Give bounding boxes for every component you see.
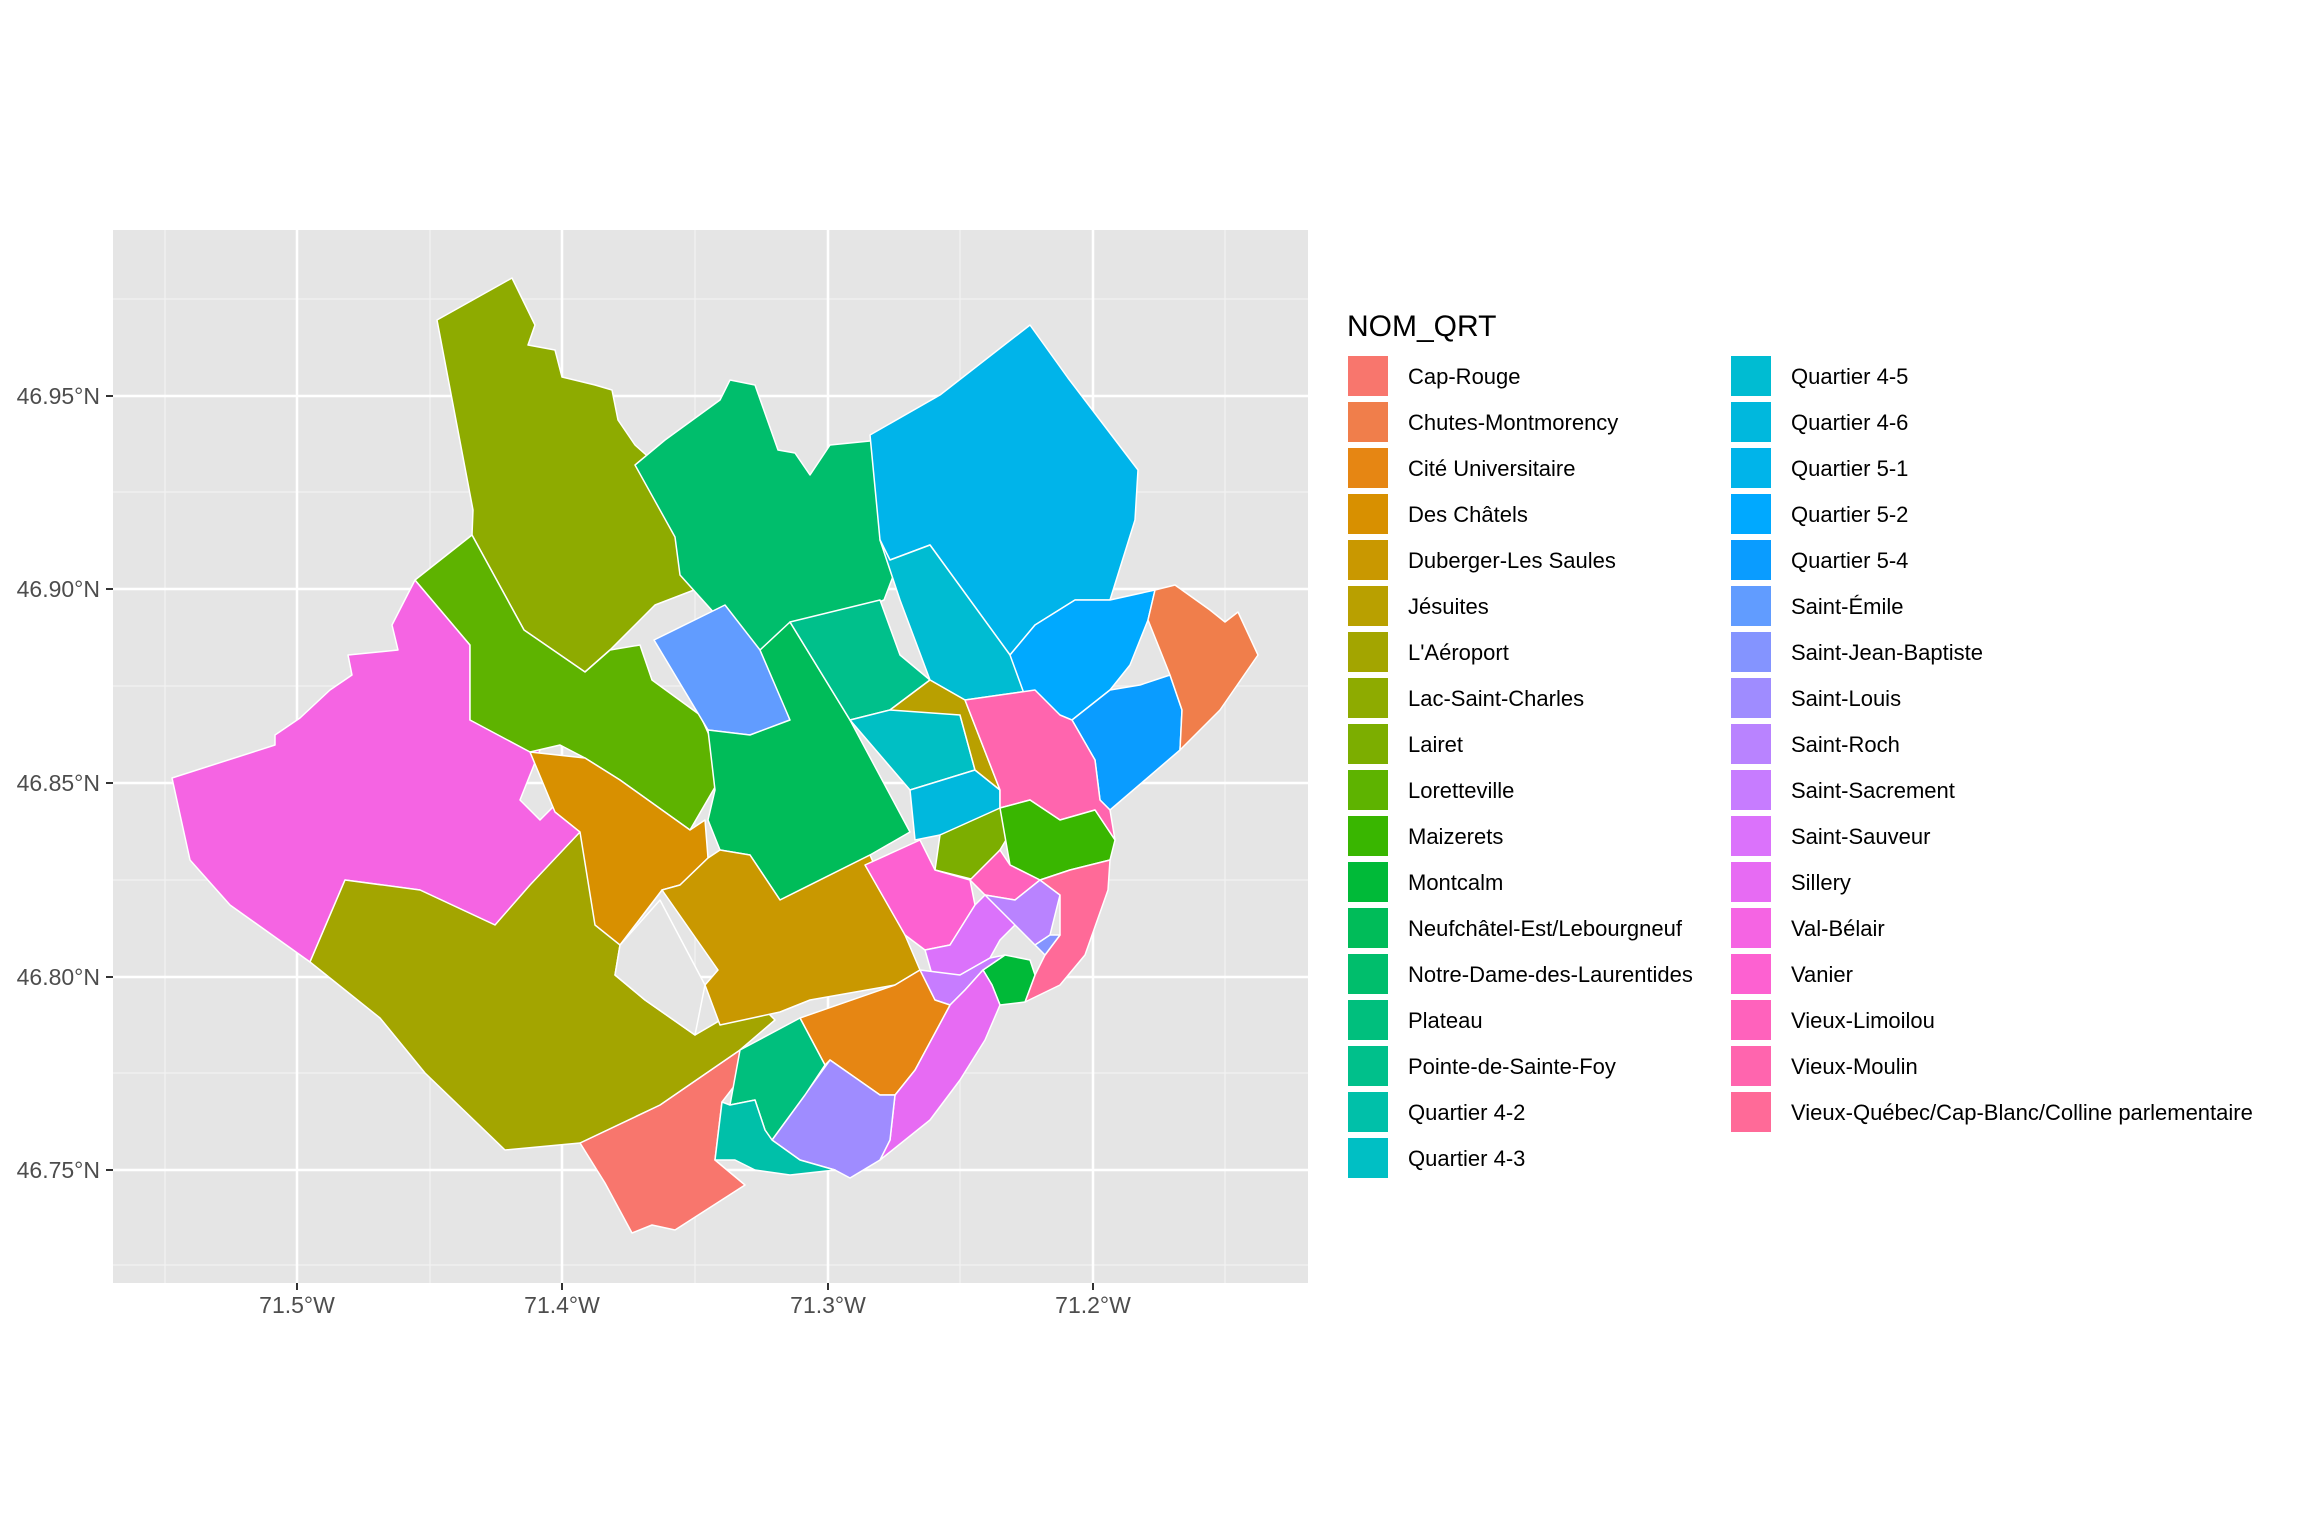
legend-label: Plateau [1408, 1008, 1483, 1033]
legend-label: Saint-Louis [1791, 686, 1902, 711]
legend-key-swatch [1730, 999, 1772, 1041]
y-tick-label-4675: 46.75°N [17, 1157, 100, 1183]
region-quartier-4-2 [714, 1099, 836, 1176]
legend-label: Cap-Rouge [1408, 364, 1521, 389]
legend-label: Lairet [1408, 732, 1464, 757]
legend-label: Jésuites [1408, 594, 1489, 619]
legend-label: Quartier 5-1 [1791, 456, 1909, 481]
legend-label: Saint-Sauveur [1791, 824, 1931, 849]
legend-label: Lac-Saint-Charles [1408, 686, 1585, 711]
legend-label: Val-Bélair [1791, 916, 1885, 941]
legend-label: Quartier 4-2 [1408, 1100, 1526, 1125]
legend-key-swatch [1730, 585, 1772, 627]
legend-key-swatch [1347, 447, 1389, 489]
legend-key-swatch [1730, 723, 1772, 765]
legend-label: Neufchâtel-Est/Lebourgneuf [1408, 916, 1682, 941]
legend-key-swatch [1347, 999, 1389, 1041]
legend-label: Duberger-Les Saules [1408, 548, 1616, 573]
legend-label: Montcalm [1408, 870, 1504, 895]
legend-label: Maizerets [1408, 824, 1504, 849]
region-saint-roch [984, 879, 1061, 946]
legend-key-swatch [1730, 1091, 1772, 1133]
y-tick-label-4680: 46.80°N [17, 964, 100, 990]
y-tick-label-4685: 46.85°N [17, 770, 100, 796]
legend-key-swatch [1347, 815, 1389, 857]
region-duberger-les-saules [661, 849, 921, 1026]
legend-key-swatch [1730, 1045, 1772, 1087]
x-tick-label-714: 71.4°W [524, 1292, 600, 1318]
legend-key-swatch [1347, 401, 1389, 443]
legend-key-swatch [1730, 631, 1772, 673]
legend-key-swatch [1730, 493, 1772, 535]
legend-key-swatch [1347, 953, 1389, 995]
region-saint-jean-baptiste [1034, 934, 1061, 956]
legend-key-swatch [1347, 539, 1389, 581]
legend-key-swatch [1730, 677, 1772, 719]
region-neufchatel-est-lebourgneuf [707, 621, 911, 901]
legend-label: Cité Universitaire [1408, 456, 1576, 481]
legend-key-swatch [1347, 1045, 1389, 1087]
legend-key-swatch [1347, 1091, 1389, 1133]
legend-key-swatch [1730, 769, 1772, 811]
region-chutes-montmorency [1147, 584, 1259, 751]
legend-label: Chutes-Montmorency [1408, 410, 1619, 435]
legend-label: Vieux-Québec/Cap-Blanc/Colline parlement… [1791, 1100, 2253, 1125]
y-tick-label-4690: 46.90°N [17, 576, 100, 602]
legend-title: NOM_QRT [1347, 310, 1497, 343]
region-duberger-hole [614, 899, 706, 1036]
legend-key-swatch [1730, 355, 1772, 397]
legend-label: Loretteville [1408, 778, 1515, 803]
legend-key-swatch [1347, 493, 1389, 535]
legend-label: Vieux-Moulin [1791, 1054, 1918, 1079]
legend-key-swatch [1730, 861, 1772, 903]
legend-label: Saint-Roch [1791, 732, 1900, 757]
legend-key-swatch [1730, 447, 1772, 489]
legend-label: Vanier [1791, 962, 1853, 987]
legend-label: Quartier 4-6 [1791, 410, 1909, 435]
legend-label: Quartier 5-2 [1791, 502, 1909, 527]
legend-key-swatch [1347, 723, 1389, 765]
legend-key-swatch [1347, 1137, 1389, 1179]
legend-key-swatch [1730, 815, 1772, 857]
legend-key-swatch [1347, 585, 1389, 627]
x-tick-label-715: 71.5°W [259, 1292, 335, 1318]
legend-key-swatch [1347, 677, 1389, 719]
legend-label: Saint-Sacrement [1791, 778, 1955, 803]
legend-key-swatch [1730, 953, 1772, 995]
legend-key-swatch [1347, 355, 1389, 397]
legend-label: Notre-Dame-des-Laurentides [1408, 962, 1693, 987]
region-vieux-quebec-cap-blanc [1024, 859, 1111, 1003]
legend-key-swatch [1730, 907, 1772, 949]
legend-label: Sillery [1791, 870, 1851, 895]
legend-key-swatch [1347, 907, 1389, 949]
legend-key-swatch [1730, 401, 1772, 443]
regions [171, 277, 1259, 1234]
legend-label: Pointe-de-Sainte-Foy [1408, 1054, 1616, 1079]
y-tick-label-4695: 46.95°N [17, 383, 100, 409]
legend-label: Saint-Jean-Baptiste [1791, 640, 1983, 665]
legend-label: Quartier 4-5 [1791, 364, 1909, 389]
x-tick-label-713: 71.3°W [790, 1292, 866, 1318]
legend-label: Des Châtels [1408, 502, 1528, 527]
legend-label: Quartier 4-3 [1408, 1146, 1526, 1171]
legend-key-swatch [1347, 769, 1389, 811]
legend-key-swatch [1347, 631, 1389, 673]
legend-label: Quartier 5-4 [1791, 548, 1909, 573]
legend-key-swatch [1347, 861, 1389, 903]
x-tick-label-712: 71.2°W [1055, 1292, 1131, 1318]
axis-ticks [106, 395, 1094, 1290]
legend-label: L'Aéroport [1408, 640, 1509, 665]
legend-key-swatch [1730, 539, 1772, 581]
legend-label: Vieux-Limoilou [1791, 1008, 1935, 1033]
legend-label: Saint-Émile [1791, 594, 1904, 619]
